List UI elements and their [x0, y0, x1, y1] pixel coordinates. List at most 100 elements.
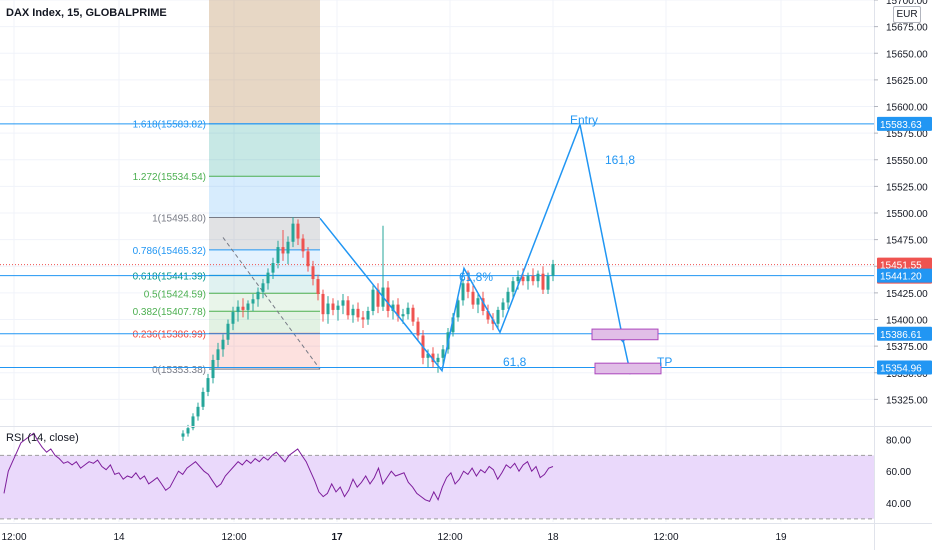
- candle-body: [436, 357, 440, 363]
- candle-body: [186, 428, 190, 434]
- price-tick-label: 15700.00: [886, 0, 928, 7]
- candle-body: [471, 291, 475, 305]
- candle-body: [486, 310, 490, 320]
- rsi-line: [3, 432, 554, 503]
- price-label-text: 15354.96: [880, 363, 922, 374]
- candle-body: [406, 307, 410, 315]
- price-tick-label: 15550.00: [886, 156, 928, 167]
- candle-body: [346, 300, 350, 316]
- time-tick-label: 12:00: [1, 532, 26, 543]
- fib-trend-line: [222, 237, 321, 370]
- candle-body: [466, 283, 470, 292]
- candle-body: [361, 317, 365, 320]
- time-tick-label: 18: [547, 532, 559, 543]
- candle-body: [251, 299, 255, 304]
- candle-body: [521, 276, 525, 282]
- price-label-text: 15441.20: [880, 272, 922, 283]
- candle-body: [386, 287, 390, 311]
- price-label-badge: [877, 268, 932, 283]
- candle-body: [441, 349, 445, 358]
- fib-level-label: 0.236(15386.99): [133, 329, 206, 340]
- candle-body: [376, 289, 380, 307]
- candle-body: [286, 241, 290, 254]
- price-tick-label: 15650.00: [886, 49, 928, 60]
- annotation-61-8: 61,8: [503, 355, 527, 369]
- time-tick-label: 12:00: [653, 532, 678, 543]
- candle-body: [391, 304, 395, 311]
- time-tick-label: 14: [113, 532, 125, 543]
- fib-zone: [209, 176, 320, 218]
- candle-body: [321, 293, 325, 315]
- candle-body: [546, 275, 550, 290]
- candle-body: [541, 273, 545, 290]
- candle-body: [211, 359, 215, 379]
- candle-body: [401, 314, 405, 317]
- price-label-text: 15583.63: [880, 120, 922, 131]
- candle-body: [256, 291, 260, 300]
- candle-body: [181, 433, 185, 437]
- candle-body: [431, 353, 435, 363]
- rsi-tick-label: 40.00: [886, 499, 911, 510]
- price-tick-label: 15325.00: [886, 395, 928, 406]
- pattern-zigzag-line: [319, 124, 581, 373]
- price-tick-label: 15425.00: [886, 289, 928, 300]
- annotation-entry: Entry: [570, 113, 598, 127]
- annotation-161-8: 161,8: [605, 153, 635, 167]
- candle-body: [316, 279, 320, 294]
- target-box-1: [591, 328, 659, 341]
- currency-badge[interactable]: EUR: [893, 6, 921, 23]
- fib-level-label: 0.382(15407.78): [133, 307, 206, 318]
- candle-body: [536, 273, 540, 282]
- fib-level-label: 0.5(15424.59): [144, 289, 206, 300]
- time-tick-label: 19: [775, 532, 787, 543]
- price-tick-label: 15500.00: [886, 209, 928, 220]
- candle-body: [261, 283, 265, 292]
- candle-body: [461, 283, 465, 301]
- time-tick-label: 12:00: [437, 532, 462, 543]
- rsi-tick-label: 60.00: [886, 467, 911, 478]
- price-label-badge: [877, 326, 932, 341]
- candle-body: [291, 223, 295, 242]
- candle-body: [411, 307, 415, 322]
- price-tick-label: 15400.00: [886, 316, 928, 327]
- price-tick-label: 15600.00: [886, 103, 928, 114]
- fib-zone: [209, 293, 320, 312]
- candle-body: [371, 289, 375, 311]
- candle-body: [296, 223, 300, 239]
- candle-body: [216, 349, 220, 360]
- price-label-text: 15386.61: [880, 330, 922, 341]
- candle-body: [336, 305, 340, 310]
- candle-body: [501, 302, 505, 310]
- price-tick-label: 15375.00: [886, 342, 928, 353]
- fib-level-label: 1.618(15583.82): [133, 120, 206, 131]
- rsi-band: [0, 455, 874, 519]
- annotation-61-8-percent: 61,8%: [459, 270, 493, 284]
- candle-body: [366, 310, 370, 320]
- candle-body: [341, 300, 345, 306]
- fib-zone-extension: [209, 0, 320, 124]
- candle-body: [426, 353, 430, 358]
- candle-body: [241, 306, 245, 310]
- fib-zone: [209, 333, 320, 370]
- candle-body: [311, 266, 315, 280]
- projection-line: [579, 124, 624, 340]
- candle-body: [506, 291, 510, 303]
- candle-body: [531, 275, 535, 282]
- candle-body: [326, 303, 330, 315]
- fib-level-label: 1.272(15534.54): [133, 172, 206, 183]
- candle-body: [271, 263, 275, 273]
- fib-zone: [209, 249, 320, 276]
- candle-body: [196, 406, 200, 417]
- candle-body: [551, 264, 555, 276]
- candle-body: [266, 272, 270, 284]
- candle-body: [331, 303, 335, 310]
- price-tick-label: 15525.00: [886, 182, 928, 193]
- candle-body: [351, 308, 355, 316]
- candle-body: [396, 304, 400, 317]
- fib-level-label: 0(15353.38): [152, 365, 206, 376]
- candle-body: [306, 251, 310, 267]
- candle-body: [236, 306, 240, 313]
- candle-body: [301, 238, 305, 252]
